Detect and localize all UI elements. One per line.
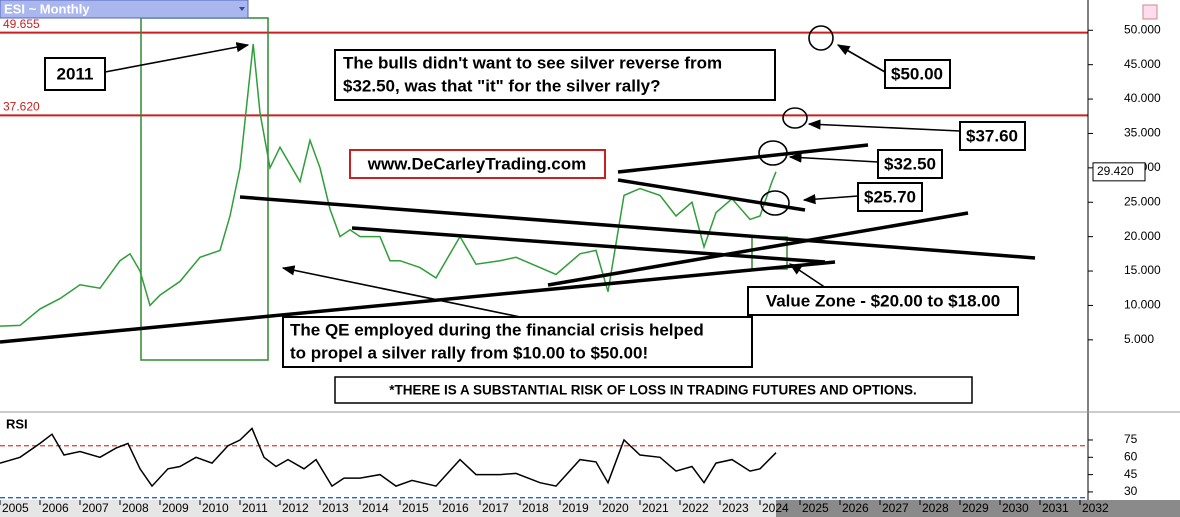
x-tick-label: 2007 [82,501,109,515]
annotation: 2011 [57,64,94,83]
annotation-box [884,59,951,89]
annotation-box [959,121,1026,151]
level-label: 49.655 [3,17,40,31]
annotation: The QE employed during the financial cri… [290,320,704,339]
arrow [788,263,827,289]
annotation-box [334,49,776,101]
x-tick-label: 2011 [242,501,268,515]
y-tick-label: 25.000 [1124,194,1161,208]
x-tick-label: 2020 [602,501,629,515]
x-tick-label: 2019 [562,501,589,515]
arrow [788,152,879,163]
annotation: $32.50 [884,154,936,173]
y-tick-label: 45 [1124,467,1138,481]
y-tick-label: 5.000 [1124,332,1154,346]
y-tick-label: 50.000 [1124,22,1161,36]
rsi-title: RSI [6,416,28,431]
y-tick-label: 75 [1124,432,1138,446]
x-tick-label: 2018 [522,501,549,515]
trend-line [239,195,1036,260]
window-icon[interactable] [1142,4,1158,20]
y-tick-label: 45.000 [1124,57,1161,71]
arrow [104,42,250,73]
x-tick-label: 2008 [122,501,149,515]
x-tick-label: 2029 [962,501,989,515]
y-tick-label: 40.000 [1124,91,1161,105]
annotation: $50.00 [891,64,943,83]
x-tick-label: 2025 [802,501,829,515]
circle-marker [758,140,788,166]
y-tick-label: 15.000 [1124,263,1161,277]
x-tick-label: 2015 [402,501,429,515]
x-tick-label: 2012 [282,501,309,515]
future-axis-bar [776,500,1180,517]
annotation-box [44,57,106,91]
annotation: www.DeCarleyTrading.com [367,154,587,173]
annotation: $25.70 [864,187,916,206]
x-tick-label: 2028 [922,501,949,515]
x-tick-label: 2010 [202,501,229,515]
x-tick-label: 2016 [442,501,469,515]
x-tick-label: 2032 [1082,501,1109,515]
arrow [281,265,526,319]
annotation-box [877,149,943,179]
y-tick-label: 10.000 [1124,298,1161,312]
x-tick-label: 2017 [482,501,509,515]
y-tick-label: 60 [1124,449,1138,463]
dropdown-icon [239,7,245,11]
annotation: The bulls didn't want to see silver reve… [343,53,722,72]
x-tick-label: 2023 [722,501,749,515]
annotation: to propel a silver rally from $10.00 to … [290,343,648,362]
x-tick-label: 2027 [882,501,909,515]
x-tick-label: 2022 [682,501,709,515]
x-tick-label: 2026 [842,501,869,515]
circle-marker [760,190,790,216]
arrow [802,194,859,205]
price-line [0,43,777,327]
trend-lines [0,143,1036,344]
x-tick-label: 2005 [2,501,29,515]
x-tick-label: 2021 [642,501,669,515]
annotation-box [349,149,606,179]
y-tick-label: 20.000 [1124,229,1161,243]
symbol-title: ESI ~ Monthly [4,1,90,16]
annotation: $32.50, was that "it" for the silver ral… [343,76,661,95]
annotation-box [747,286,1019,316]
y-tick-label: 30 [1124,484,1138,498]
last-price-label: 29.420 [1097,164,1134,178]
x-tick-label: 2006 [42,501,69,515]
trend-line [617,143,869,174]
annotation-box [857,182,923,212]
arrow [807,119,961,132]
trend-line [617,178,806,212]
x-tick-label: 2024 [762,501,789,515]
trend-line [0,260,836,344]
level-label: 37.620 [3,100,40,114]
annotation: $37.60 [966,126,1018,145]
arrow [836,44,886,73]
x-tick-label: 2030 [1002,501,1029,515]
trend-line [351,226,826,264]
price-line [0,427,777,488]
x-tick-label: 2014 [362,501,389,515]
disclaimer: *THERE IS A SUBSTANTIAL RISK OF LOSS IN … [389,383,917,398]
last-price-box [1092,162,1146,182]
x-tick-label: 2031 [1042,501,1069,515]
x-tick-label: 2013 [322,501,349,515]
annotation: Value Zone - $20.00 to $18.00 [766,291,1000,310]
trend-line [547,211,969,287]
circle-marker [782,107,808,129]
annotation-box [282,316,753,368]
y-tick-label: 35.000 [1124,126,1161,140]
symbol-menu[interactable] [0,0,249,19]
x-tick-label: 2009 [162,501,189,515]
circle-marker [808,25,834,51]
annotation-box [334,376,973,404]
